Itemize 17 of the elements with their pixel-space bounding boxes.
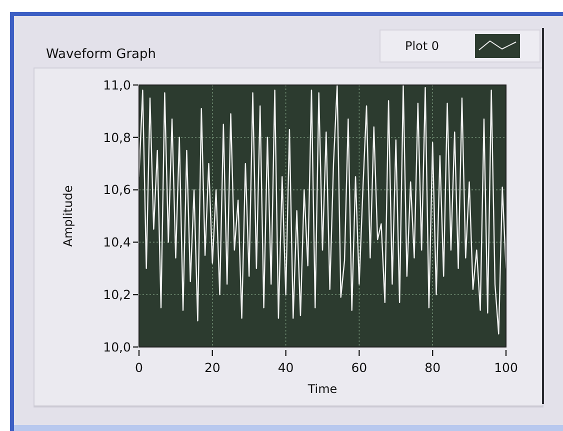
x-tick-label: 20 [204,360,220,375]
x-tick-label: 100 [494,360,518,375]
y-axis-title: Amplitude [61,185,75,247]
x-tick-label: 80 [424,360,441,375]
chart-title: Waveform Graph [46,47,156,62]
line-series [138,84,507,334]
x-tick-label: 60 [351,360,368,375]
y-tick-label: 10,8 [103,130,132,145]
y-tick-label: 11,0 [103,77,132,92]
y-tick-label: 10,4 [103,234,132,250]
y-tick-label: 10,6 [103,182,132,198]
y-tick-label: 10,2 [103,286,131,302]
x-tick-label: 0 [135,360,144,375]
y-tick-label: 10,0 [103,339,132,354]
x-axis-title: Time [306,382,338,396]
text: Plot 0 [404,39,440,54]
x-tick-label: 40 [278,360,294,375]
